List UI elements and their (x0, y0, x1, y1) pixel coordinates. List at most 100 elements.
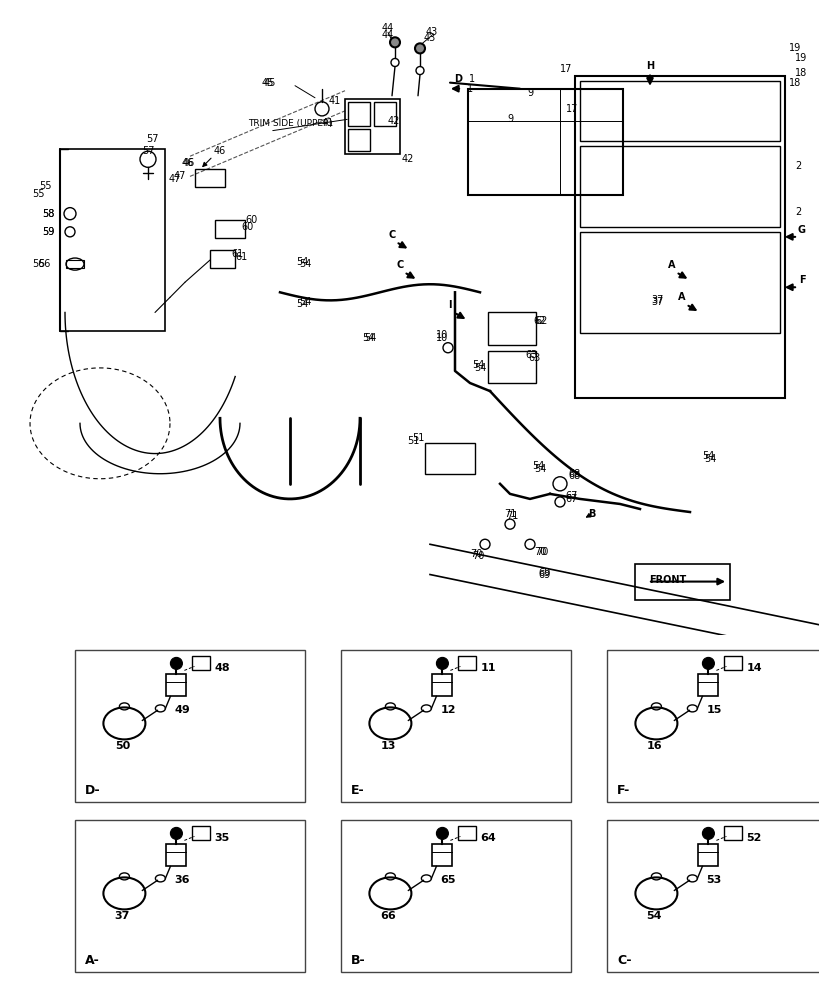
Bar (347, 102, 369, 126)
Text: 47: 47 (169, 174, 181, 184)
Bar (166, 844, 186, 866)
Text: 41: 41 (328, 96, 341, 106)
Text: 54: 54 (533, 464, 545, 474)
Bar (579, 232, 779, 333)
Bar (698, 674, 717, 696)
Text: 1: 1 (466, 84, 473, 94)
Text: 68: 68 (568, 471, 581, 481)
Text: A-: A- (85, 954, 100, 966)
Circle shape (170, 657, 182, 669)
Text: 14: 14 (745, 663, 761, 673)
Text: 53: 53 (705, 875, 721, 885)
Text: 44: 44 (382, 23, 394, 33)
Text: E-: E- (351, 784, 364, 796)
Text: G: G (797, 225, 805, 235)
Bar (75, 820, 305, 972)
Circle shape (390, 37, 400, 47)
Text: 56: 56 (33, 259, 45, 269)
Text: 9: 9 (527, 88, 532, 98)
Bar (432, 674, 452, 696)
Text: 67: 67 (565, 491, 577, 501)
Bar (195, 169, 224, 187)
Text: TRIM SIDE (UPPER): TRIM SIDE (UPPER) (247, 119, 333, 128)
Circle shape (436, 657, 448, 669)
Text: 49: 49 (174, 705, 190, 715)
Bar (723, 656, 741, 670)
Bar (487, 351, 536, 383)
Text: 18: 18 (788, 78, 800, 88)
Bar (192, 656, 210, 670)
Text: 69: 69 (538, 570, 550, 580)
Bar (373, 102, 396, 126)
Text: 59: 59 (43, 227, 55, 237)
Text: 18: 18 (794, 68, 806, 78)
Bar (579, 146, 779, 227)
Text: 19: 19 (788, 43, 800, 53)
Text: B-: B- (351, 954, 365, 966)
Text: 54: 54 (296, 257, 308, 267)
Circle shape (702, 657, 713, 669)
Bar (634, 564, 729, 600)
Text: 37: 37 (651, 297, 663, 307)
Text: 55: 55 (38, 181, 51, 191)
Text: 54: 54 (364, 333, 376, 343)
Text: B: B (587, 509, 595, 519)
Text: 66: 66 (380, 911, 396, 921)
Text: 51: 51 (411, 433, 423, 443)
Text: 47: 47 (174, 171, 186, 181)
Circle shape (702, 827, 713, 839)
Text: D: D (454, 74, 461, 84)
Circle shape (170, 827, 182, 839)
Text: 58: 58 (43, 209, 55, 219)
Text: 63: 63 (525, 350, 537, 360)
Text: 19: 19 (794, 53, 806, 63)
Text: 17: 17 (565, 104, 577, 114)
Text: 70: 70 (469, 549, 482, 559)
Text: 50: 50 (115, 741, 130, 751)
Bar (341, 650, 570, 802)
Text: 52: 52 (745, 833, 761, 843)
Bar (166, 674, 186, 696)
Text: 2: 2 (794, 161, 800, 171)
Text: 54: 54 (701, 451, 713, 461)
Bar (75, 650, 305, 802)
Text: A: A (677, 292, 685, 302)
Bar (468, 89, 622, 195)
Text: 70: 70 (535, 547, 548, 557)
Bar (698, 844, 717, 866)
Text: 59: 59 (42, 227, 54, 237)
Bar (192, 826, 210, 840)
Text: C: C (388, 230, 395, 240)
Text: D-: D- (85, 784, 101, 796)
Text: 37: 37 (651, 295, 663, 305)
Text: 70: 70 (533, 547, 545, 557)
Text: FRONT: FRONT (649, 575, 686, 585)
Text: C-: C- (616, 954, 631, 966)
Text: 10: 10 (436, 330, 447, 340)
Text: 56: 56 (38, 259, 50, 269)
Text: 55: 55 (33, 189, 45, 199)
Text: 62: 62 (533, 316, 545, 326)
Text: 68: 68 (568, 469, 581, 479)
Bar (574, 76, 784, 398)
Bar (210, 250, 235, 268)
Text: 61: 61 (232, 249, 244, 259)
Bar (66, 260, 84, 268)
Text: 48: 48 (214, 663, 230, 673)
Text: 61: 61 (235, 252, 247, 262)
Text: 54: 54 (532, 461, 544, 471)
Text: 46: 46 (182, 158, 194, 168)
Text: F: F (798, 275, 804, 285)
Text: 69: 69 (538, 568, 550, 578)
Text: 9: 9 (506, 114, 513, 124)
Text: 60: 60 (242, 222, 254, 232)
Text: 70: 70 (471, 551, 483, 561)
Text: 16: 16 (646, 741, 662, 751)
Bar (432, 844, 452, 866)
Bar (487, 312, 536, 345)
Text: 43: 43 (423, 33, 436, 43)
Text: 43: 43 (425, 27, 437, 37)
Text: 46: 46 (214, 146, 226, 156)
Text: 45: 45 (261, 78, 274, 88)
Text: 71: 71 (505, 511, 518, 521)
